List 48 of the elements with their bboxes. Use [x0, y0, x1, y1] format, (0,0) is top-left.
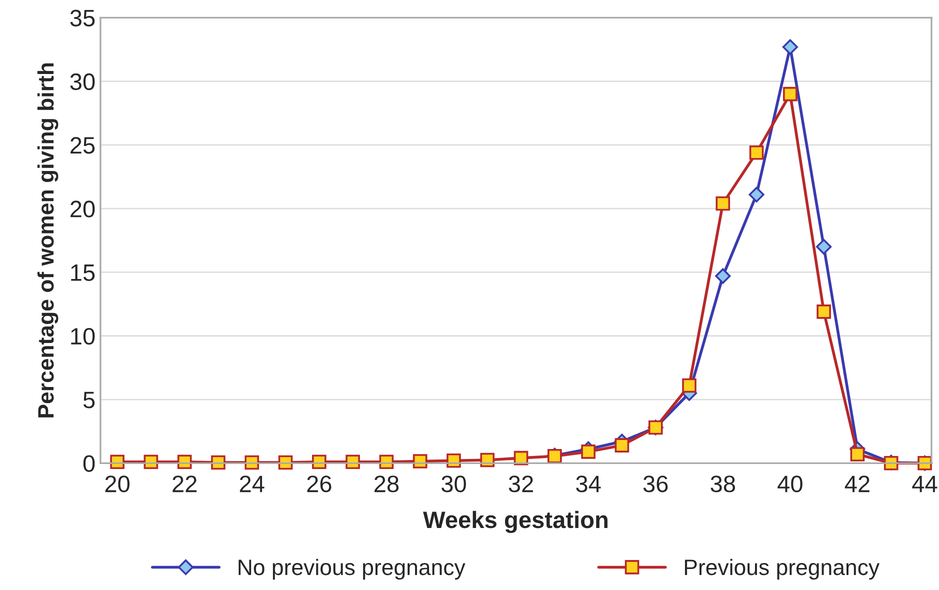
point: [581, 444, 596, 459]
point: [177, 454, 192, 470]
point: [614, 438, 630, 452]
point: [379, 454, 394, 470]
point: [783, 86, 798, 102]
x-tick-label: 24: [240, 476, 264, 492]
point: [816, 239, 832, 255]
x-tick-label: 22: [172, 476, 197, 492]
point: [244, 455, 260, 470]
point: [110, 454, 124, 470]
x-tick-label: 36: [643, 476, 668, 492]
point: [312, 454, 326, 470]
x-tick-label: 44: [912, 476, 938, 492]
y-tick-label: 25: [70, 137, 95, 154]
y-tick-label: 10: [71, 328, 95, 345]
point: [749, 145, 764, 160]
x-axis-title: Weeks gestation: [423, 510, 608, 533]
point: [748, 186, 764, 202]
x-tick-label: 30: [442, 476, 466, 492]
point: [211, 455, 226, 470]
legend-label: No previous pregnancy: [238, 558, 466, 580]
point: [715, 268, 731, 284]
point: [850, 447, 865, 462]
point: [782, 39, 798, 55]
x-tick-label: 40: [778, 476, 802, 492]
point: [346, 454, 360, 470]
point: [446, 453, 461, 468]
y-tick-label: 20: [70, 200, 95, 218]
point: [716, 196, 730, 211]
point: [682, 378, 696, 393]
x-tick-label: 34: [576, 476, 601, 492]
y-tick-label: 35: [70, 10, 95, 26]
legend-label: Previous pregnancy: [684, 558, 880, 580]
x-tick-label: 32: [508, 476, 533, 492]
x-tick-label: 42: [844, 476, 870, 492]
y-tick-label: 0: [83, 455, 95, 472]
x-tick-label: 26: [307, 476, 332, 492]
point: [816, 304, 831, 319]
y-tick-label: 30: [70, 73, 95, 90]
x-tick-label: 20: [105, 476, 130, 492]
point: [480, 452, 495, 468]
point: [412, 454, 428, 468]
y-axis-title: Percentage of women giving birth: [37, 63, 58, 418]
y-tick-label: 5: [83, 392, 95, 408]
x-tick-label: 28: [374, 476, 399, 492]
y-tick-label: 15: [71, 264, 95, 282]
point: [144, 454, 158, 470]
x-tick-label: 38: [710, 476, 735, 492]
